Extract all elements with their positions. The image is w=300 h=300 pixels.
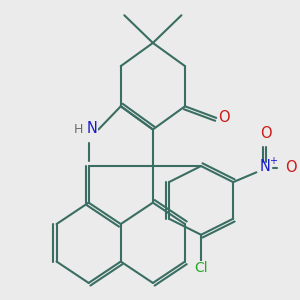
Text: +: +: [269, 156, 277, 166]
Text: H: H: [74, 123, 83, 136]
Text: O: O: [218, 110, 230, 125]
Text: N: N: [260, 159, 271, 174]
Text: Cl: Cl: [194, 261, 208, 275]
Text: N: N: [87, 121, 98, 136]
Text: O: O: [285, 160, 297, 175]
Text: O: O: [260, 125, 272, 140]
